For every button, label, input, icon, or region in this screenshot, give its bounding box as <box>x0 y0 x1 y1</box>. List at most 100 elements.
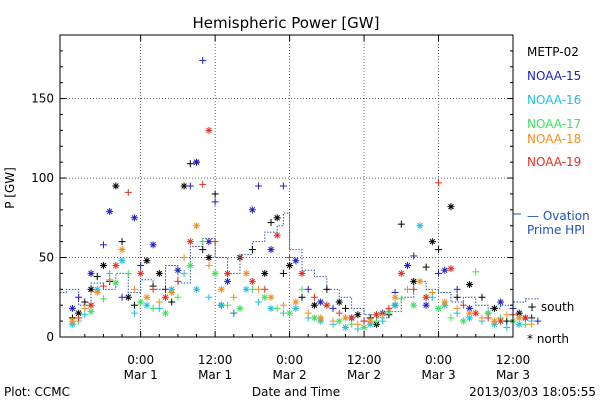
point-noaa-15-1 <box>75 293 83 301</box>
legend-item-noaa16: NOAA-16 <box>527 93 581 107</box>
point-noaa-19-31 <box>447 265 455 273</box>
point-metp-02-20 <box>211 190 219 198</box>
point-noaa-18-33 <box>478 314 486 322</box>
point-noaa-19-8 <box>174 277 182 285</box>
point-noaa-19-13 <box>224 269 232 277</box>
point-noaa-17-29 <box>435 304 443 312</box>
point-noaa-18-32 <box>466 309 474 317</box>
point-noaa-18-10 <box>193 222 201 230</box>
point-noaa-16-1 <box>81 311 89 319</box>
point-noaa-17-31 <box>459 317 467 325</box>
point-noaa-19-0 <box>75 314 83 322</box>
point-noaa-18-20 <box>317 314 325 322</box>
point-noaa-18-13 <box>230 293 238 301</box>
point-noaa-16-3 <box>106 269 114 277</box>
point-noaa-17-24 <box>372 317 380 325</box>
point-noaa-17-9 <box>186 261 194 269</box>
point-noaa-15-4 <box>106 207 114 215</box>
x-tick-label-date-2: Mar 2 <box>273 368 307 382</box>
x-tick-label-time-2: 0:00 <box>276 353 303 367</box>
point-noaa-18-7 <box>155 298 163 306</box>
point-noaa-17-22 <box>348 320 356 328</box>
y-tick-label-1: 50 <box>39 251 54 265</box>
point-noaa-17-1 <box>87 308 95 316</box>
point-noaa-15-30 <box>404 261 412 269</box>
point-metp-02-3 <box>87 285 95 293</box>
point-noaa-19-9 <box>186 238 194 246</box>
point-noaa-18-34 <box>490 317 498 325</box>
point-noaa-19-16 <box>261 285 269 293</box>
point-noaa-17-32 <box>472 268 480 276</box>
point-noaa-18-17 <box>279 301 287 309</box>
point-noaa-17-13 <box>236 304 244 312</box>
point-metp-02-10 <box>130 301 138 309</box>
point-noaa-17-23 <box>360 323 368 331</box>
point-noaa-16-26 <box>391 301 399 309</box>
point-noaa-15-18 <box>248 206 256 214</box>
x-tick-label-date-0: Mar 1 <box>124 368 158 382</box>
point-metp-02-8 <box>118 238 126 246</box>
point-noaa-18-16 <box>267 293 275 301</box>
point-metp-02-9 <box>124 293 132 301</box>
point-metp-02-41 <box>410 277 418 285</box>
point-noaa-18-4 <box>118 246 126 254</box>
legend-ovation-line2: Prime HPI <box>527 223 585 237</box>
point-metp-02-35 <box>354 311 362 319</box>
point-noaa-16-36 <box>515 320 523 328</box>
legend-item-noaa15: NOAA-15 <box>527 69 581 83</box>
point-noaa-16-15 <box>255 298 263 306</box>
point-noaa-19-19 <box>298 269 306 277</box>
point-noaa-16-25 <box>379 317 387 325</box>
point-noaa-19-35 <box>497 317 505 325</box>
point-noaa-19-10 <box>199 180 207 188</box>
point-noaa-17-4 <box>124 269 132 277</box>
point-noaa-17-27 <box>410 301 418 309</box>
point-noaa-18-0 <box>68 317 76 325</box>
point-noaa-15-10 <box>174 266 182 274</box>
point-noaa-17-2 <box>99 295 107 303</box>
point-noaa-18-12 <box>217 285 225 293</box>
point-noaa-19-14 <box>236 254 244 262</box>
point-metp-02-34 <box>341 304 349 312</box>
point-noaa-16-10 <box>193 285 201 293</box>
point-noaa-15-9 <box>161 285 169 293</box>
point-noaa-16-9 <box>180 269 188 277</box>
point-metp-02-19 <box>205 254 213 262</box>
point-metp-02-15 <box>180 182 188 190</box>
point-noaa-16-35 <box>503 323 511 331</box>
y-tick-label-2: 100 <box>31 171 54 185</box>
point-metp-02-45 <box>447 203 455 211</box>
point-noaa-19-1 <box>87 301 95 309</box>
point-noaa-18-3 <box>106 276 114 284</box>
point-metp-02-47 <box>466 281 474 289</box>
point-noaa-17-6 <box>149 304 157 312</box>
point-noaa-15-32 <box>422 301 430 309</box>
point-metp-02-33 <box>335 298 343 306</box>
legend-item-noaa18: NOAA-18 <box>527 132 581 146</box>
point-noaa-17-12 <box>224 301 232 309</box>
legend-item-noaa17: NOAA-17 <box>527 117 581 131</box>
point-noaa-19-25 <box>372 311 380 319</box>
point-noaa-18-11 <box>205 261 213 269</box>
point-noaa-19-18 <box>286 254 294 262</box>
point-noaa-16-16 <box>267 304 275 312</box>
point-noaa-16-11 <box>205 293 213 301</box>
point-metp-02-32 <box>323 285 331 293</box>
point-metp-02-49 <box>490 304 498 312</box>
point-noaa-15-19 <box>255 182 263 190</box>
y-tick-label-0: 0 <box>46 330 54 344</box>
data-points-layer <box>68 56 542 333</box>
point-noaa-15-0 <box>68 304 76 312</box>
point-noaa-19-34 <box>484 314 492 322</box>
point-noaa-17-21 <box>335 317 343 325</box>
point-noaa-17-36 <box>521 320 529 328</box>
point-noaa-15-21 <box>279 182 287 190</box>
point-noaa-18-19 <box>304 309 312 317</box>
point-noaa-17-16 <box>273 304 281 312</box>
point-noaa-15-25 <box>329 304 337 312</box>
point-noaa-16-6 <box>143 301 151 309</box>
point-metp-02-4 <box>93 273 101 281</box>
y-tick-label-3: 150 <box>31 92 54 106</box>
